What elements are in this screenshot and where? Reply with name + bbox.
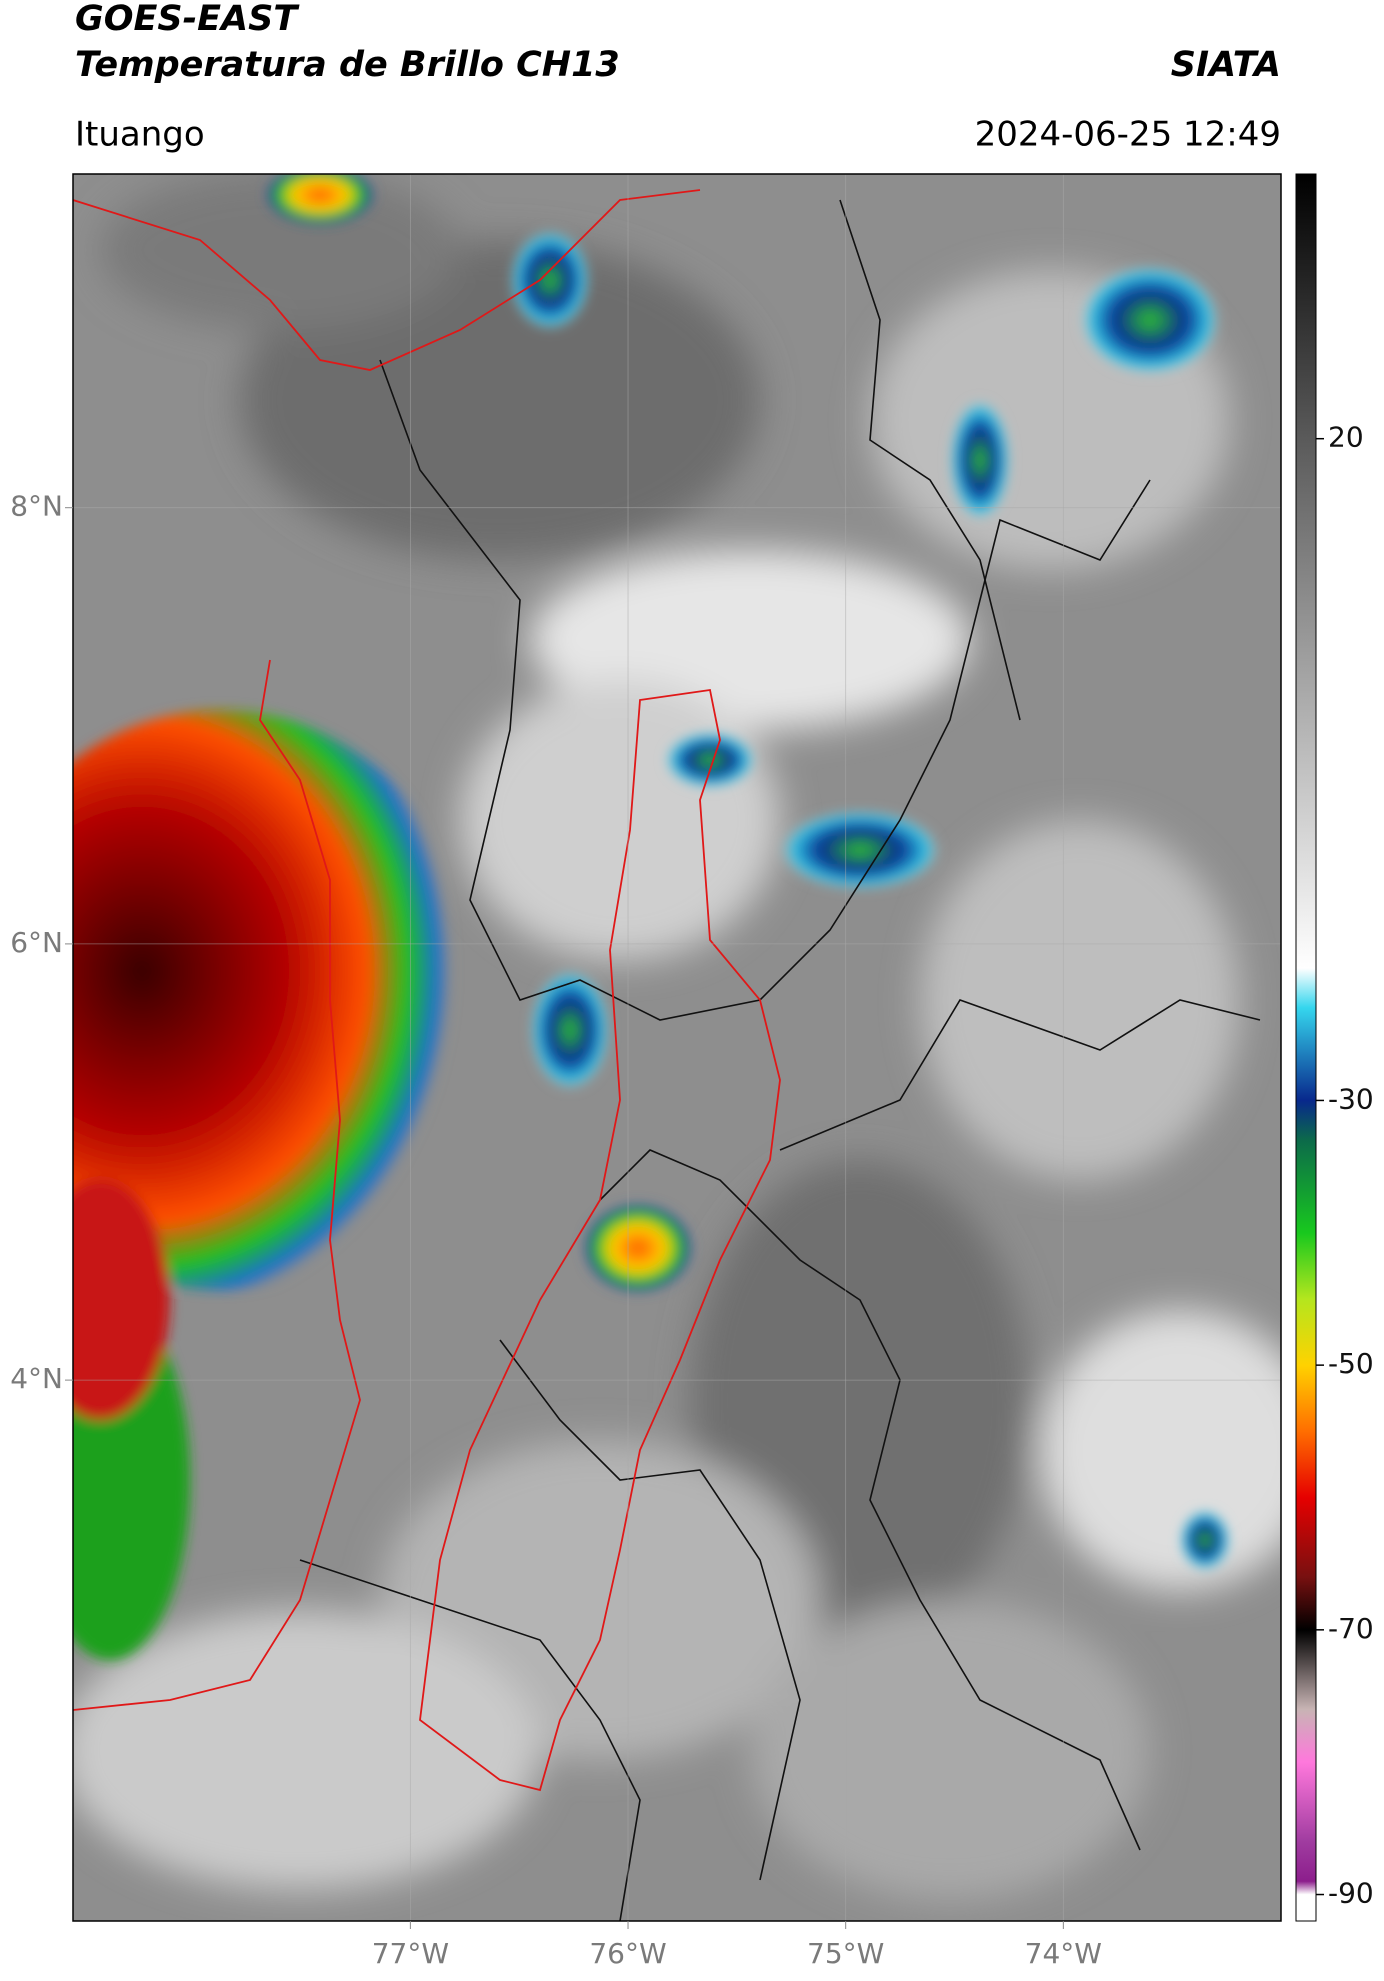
colorbar-tick-label: 20	[1328, 421, 1364, 454]
colorbar-tick-label: -50	[1328, 1347, 1374, 1380]
x-tick-label: 76°W	[589, 1937, 666, 1970]
title: GOES-EAST	[75, 0, 300, 39]
colorbar-tick-label: -90	[1328, 1877, 1374, 1910]
y-tick-label: 6°N	[10, 926, 63, 959]
colorbar	[1295, 173, 1317, 1922]
timestamp: 2024-06-25 12:49	[975, 115, 1281, 155]
location: Ituango	[75, 115, 205, 155]
y-tick-label: 4°N	[10, 1362, 63, 1395]
x-tick-label: 77°W	[372, 1937, 449, 1970]
subtitle: Temperatura de Brillo CH13	[75, 45, 620, 85]
credit: SIATA	[1171, 45, 1281, 85]
colorbar-tick-label: -30	[1328, 1082, 1374, 1115]
colorbar-tick-label: -70	[1328, 1612, 1374, 1645]
map-frame	[72, 173, 1282, 1922]
y-tick-label: 8°N	[10, 490, 63, 523]
satellite-image	[73, 174, 1281, 1921]
grid	[73, 174, 1281, 1921]
x-tick-label: 74°W	[1025, 1937, 1102, 1970]
x-tick-label: 75°W	[807, 1937, 884, 1970]
